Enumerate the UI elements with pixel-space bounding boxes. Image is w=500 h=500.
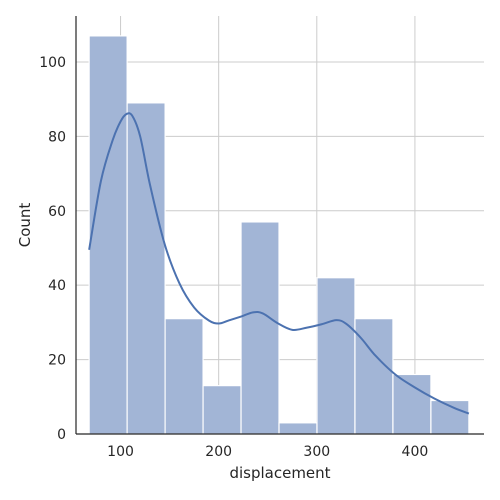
histogram-bar [316, 277, 356, 435]
x-tick-label: 200 [205, 444, 232, 460]
histogram-bar [164, 318, 204, 435]
histogram-bar [88, 35, 128, 435]
histogram-bar [278, 422, 318, 435]
y-tick-label: 0 [57, 427, 66, 443]
x-tick-label: 400 [402, 444, 429, 460]
y-tick-label: 60 [48, 204, 66, 220]
histogram-bar [392, 373, 432, 435]
axes [75, 16, 484, 435]
x-tick-label: 300 [303, 444, 330, 460]
histogram-bar [126, 102, 166, 435]
histogram-bar [354, 318, 394, 435]
x-axis-label: displacement [229, 464, 330, 482]
histogram-bar [202, 385, 242, 435]
x-tick-label: 100 [107, 444, 134, 460]
histogram-bars [88, 35, 470, 435]
y-axis-label: Count [16, 203, 34, 248]
kde-curve [88, 112, 470, 415]
y-tick-label: 100 [39, 55, 66, 71]
y-tick-label: 40 [48, 278, 66, 294]
y-tick-label: 20 [48, 353, 66, 369]
tick-labels: 100 200 300 400 0 20 40 60 80 100 [39, 55, 428, 460]
histogram-bar [240, 221, 280, 435]
y-tick-label: 80 [48, 129, 66, 145]
